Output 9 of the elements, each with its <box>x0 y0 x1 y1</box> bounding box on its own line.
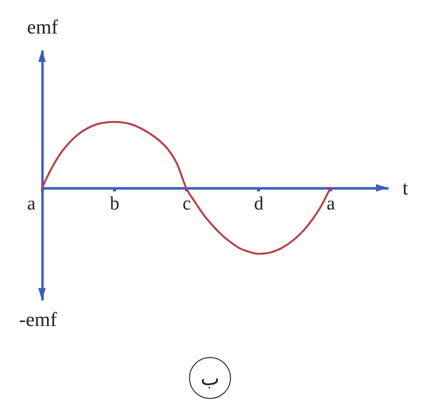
x-axis-title: t <box>402 177 408 200</box>
text: ب <box>200 366 220 390</box>
x-tick-label: a <box>326 193 336 214</box>
x-tick-label: d <box>254 193 264 214</box>
x-tick-label: c <box>182 193 191 214</box>
x-tick-label: a <box>27 193 36 214</box>
y-axis-title: emf <box>26 16 58 38</box>
x-tick-label: b <box>110 193 120 214</box>
text: -emf <box>19 309 57 331</box>
